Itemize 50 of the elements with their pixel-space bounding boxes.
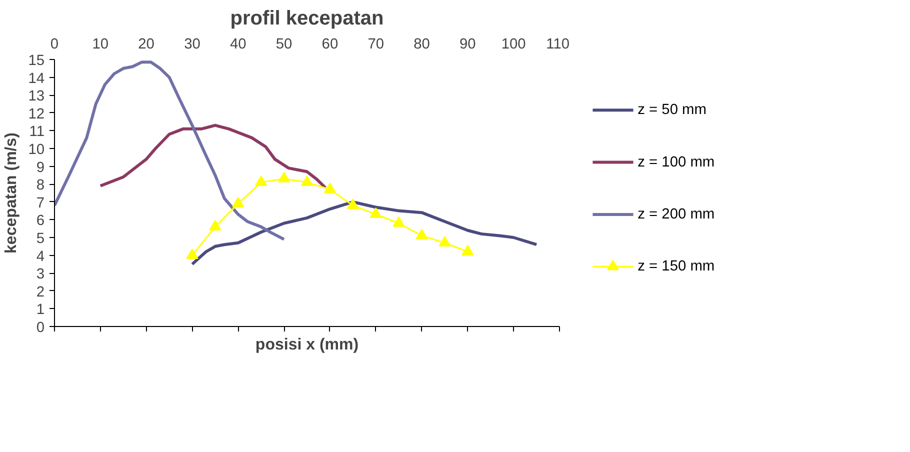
y-tick-label: 4 (36, 248, 45, 265)
x-tick-label: 110 (546, 36, 570, 52)
x-axis-title: posisi x (mm) (255, 336, 359, 354)
point (278, 172, 290, 182)
point (346, 198, 359, 210)
y-tick-label: 11 (29, 124, 45, 140)
x-tick-label: 30 (184, 36, 200, 52)
point (301, 175, 313, 186)
y-tick-label: 9 (36, 160, 45, 176)
y-tick-label: 13 (28, 88, 45, 105)
x-tick-label: 80 (414, 36, 430, 52)
point (392, 216, 405, 227)
legend-label: z = 150 mm (638, 258, 715, 275)
y-tick-label: 12 (28, 106, 45, 122)
legend-label: z = 200 mm (638, 206, 715, 222)
y-tick-label: 7 (36, 195, 45, 212)
y-tick-label: 10 (28, 142, 45, 158)
y-tick-label: 3 (36, 266, 45, 283)
y-tick-label: 2 (36, 284, 45, 300)
x-tick-label: 10 (92, 36, 109, 52)
x-tick-label: 90 (460, 36, 476, 52)
legend-label: z = 50 mm (638, 102, 706, 118)
point (462, 244, 474, 256)
y-tick-label: 15 (28, 53, 45, 69)
y-tick-label: 5 (36, 231, 45, 247)
point (438, 236, 451, 247)
y-tick-label: 1 (36, 302, 45, 318)
y-axis-title: kecepatan (m/s) (3, 132, 20, 254)
point (370, 208, 382, 218)
y-tick-label: 8 (36, 178, 45, 194)
point (324, 182, 336, 194)
point (232, 196, 244, 208)
x-tick-label: 20 (138, 36, 154, 52)
y-tick-label: 14 (28, 70, 45, 87)
line-series (54, 60, 286, 241)
x-tick-label: 0 (50, 36, 59, 52)
point (416, 228, 428, 240)
legend-label: z = 100 mm (638, 154, 715, 170)
x-tick-label: 60 (322, 36, 338, 52)
point (255, 175, 268, 186)
line-series (190, 200, 538, 266)
chart-title: profil kecepatan (230, 8, 384, 30)
x-tick-label: 70 (368, 36, 384, 52)
y-tick-label: 6 (36, 213, 45, 230)
y-tick-label: 0 (36, 320, 45, 336)
point (186, 248, 198, 259)
x-tick-label: 50 (276, 36, 292, 52)
x-tick-label: 40 (230, 36, 246, 52)
point (209, 220, 222, 230)
x-tick-label: 100 (501, 36, 526, 52)
